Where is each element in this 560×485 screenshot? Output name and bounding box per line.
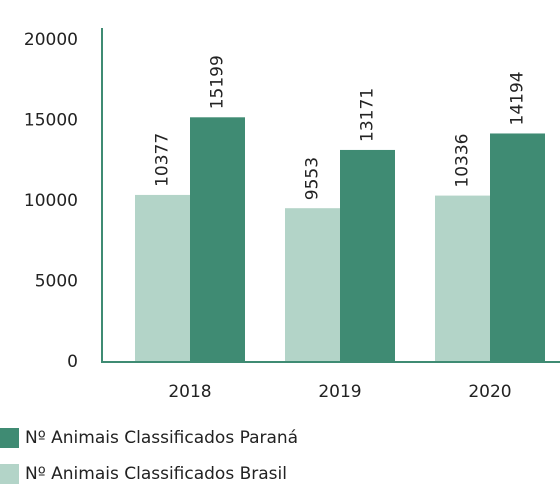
data-label: 15199 — [208, 55, 228, 109]
y-tick-label: 0 — [67, 352, 78, 372]
bar — [340, 149, 395, 362]
legend-swatch — [0, 428, 19, 448]
data-label: 13171 — [358, 88, 378, 142]
bar — [190, 117, 245, 362]
legend-label: Nº Animais Classificados Paraná — [25, 428, 298, 448]
data-label: 10336 — [453, 133, 473, 187]
y-tick-label: 20000 — [24, 30, 78, 50]
data-label: 10377 — [153, 133, 173, 187]
x-tick-label: 2018 — [168, 382, 211, 402]
legend-label: Nº Animais Classificados Brasil — [25, 464, 287, 484]
y-tick-label: 15000 — [24, 111, 78, 131]
y-tick-label: 10000 — [24, 191, 78, 211]
bar — [435, 195, 490, 362]
x-tick-label: 2020 — [468, 382, 511, 402]
y-tick-label: 5000 — [35, 272, 78, 292]
bar — [285, 208, 340, 362]
x-tick-label: 2019 — [318, 382, 361, 402]
bar — [135, 194, 190, 362]
data-label: 14194 — [508, 71, 528, 125]
data-label: 9553 — [303, 157, 323, 200]
legend-swatch — [0, 464, 19, 484]
bar — [490, 133, 545, 362]
